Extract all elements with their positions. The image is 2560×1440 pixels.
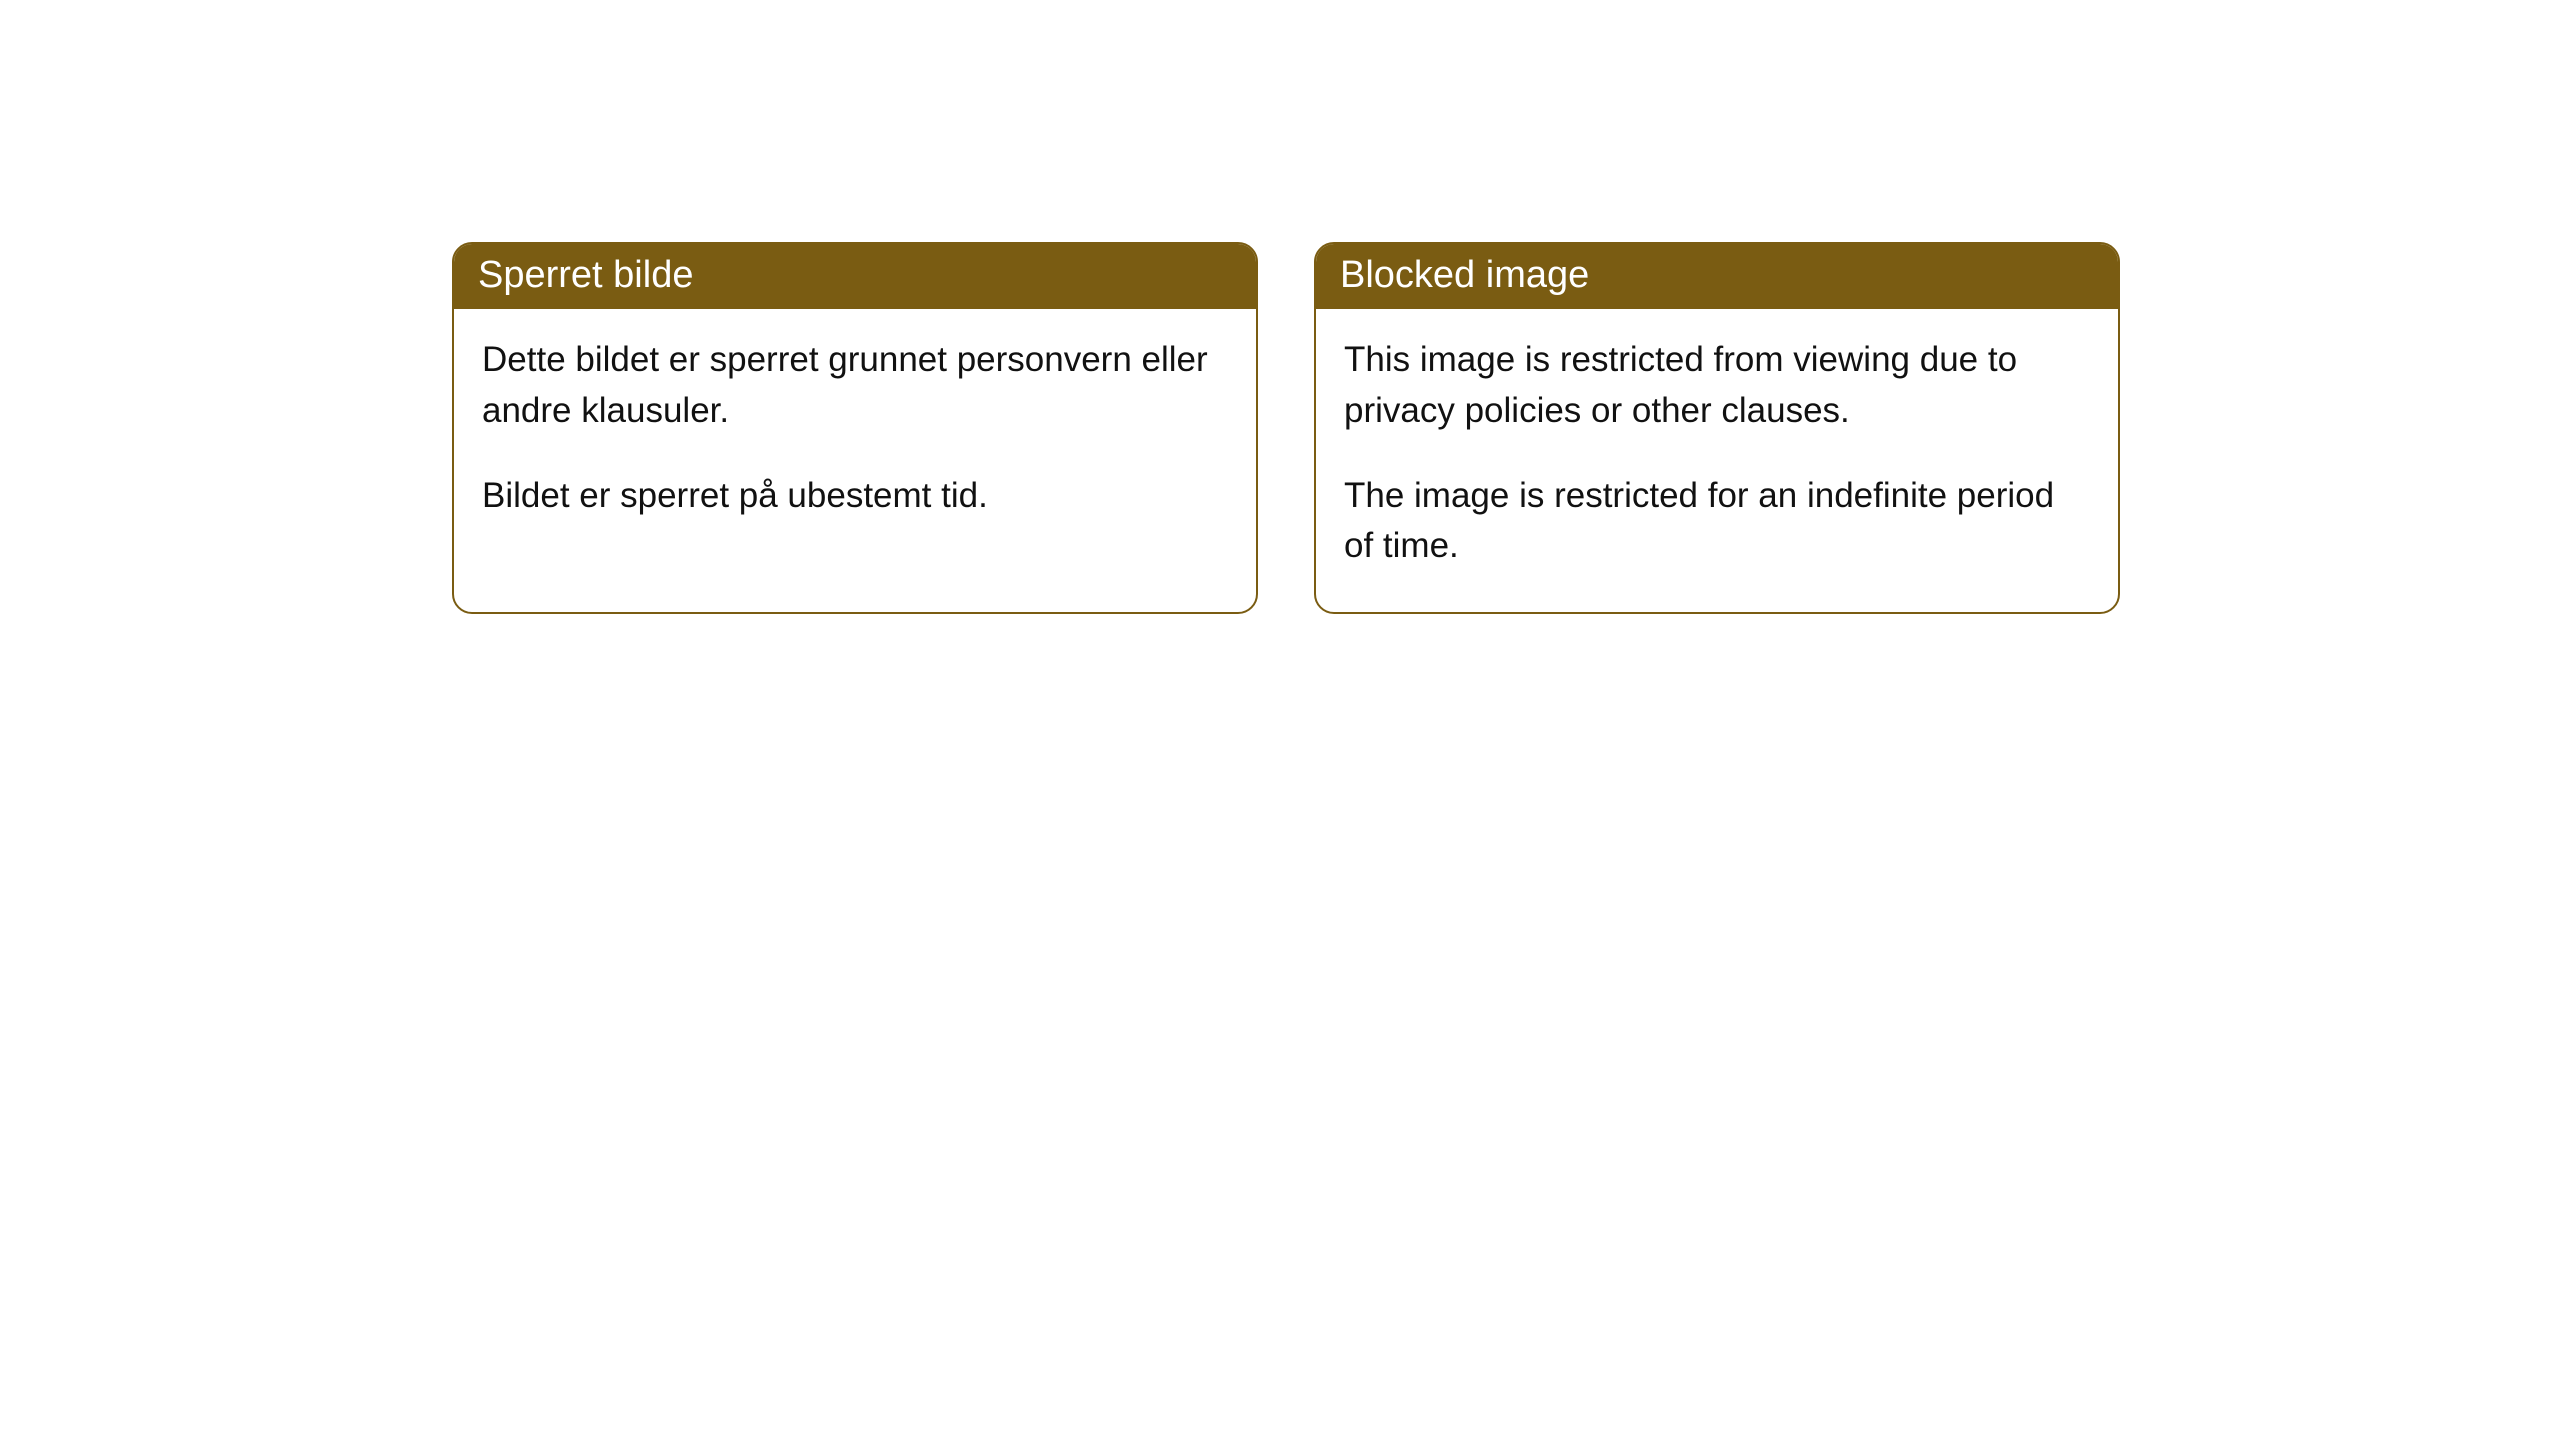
card-paragraph-2: The image is restricted for an indefinit… [1344,471,2090,573]
notice-container: Sperret bilde Dette bildet er sperret gr… [0,0,2560,614]
blocked-image-card-norwegian: Sperret bilde Dette bildet er sperret gr… [452,242,1258,614]
card-title: Sperret bilde [478,254,693,296]
blocked-image-card-english: Blocked image This image is restricted f… [1314,242,2120,614]
card-title: Blocked image [1340,254,1589,296]
card-paragraph-1: Dette bildet er sperret grunnet personve… [482,335,1228,437]
card-body-norwegian: Dette bildet er sperret grunnet personve… [454,309,1256,561]
card-body-english: This image is restricted from viewing du… [1316,309,2118,612]
card-header-norwegian: Sperret bilde [454,244,1256,309]
card-paragraph-2: Bildet er sperret på ubestemt tid. [482,471,1228,522]
card-header-english: Blocked image [1316,244,2118,309]
card-paragraph-1: This image is restricted from viewing du… [1344,335,2090,437]
